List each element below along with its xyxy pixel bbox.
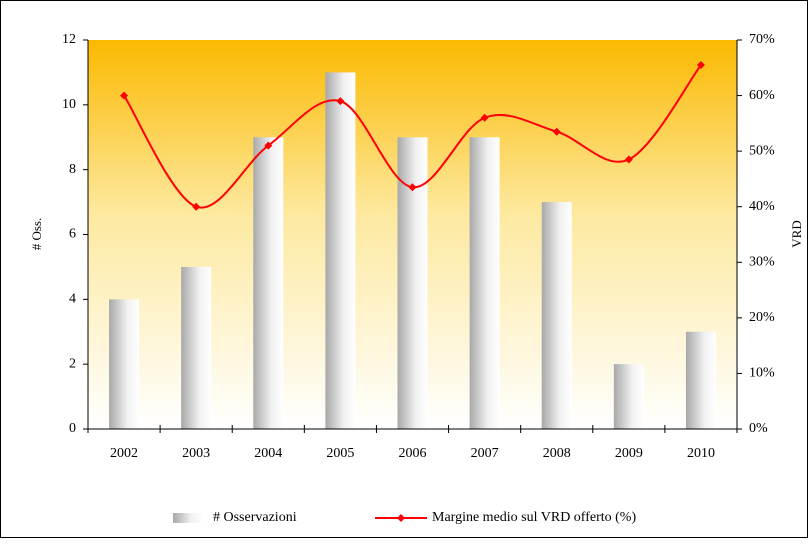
- line-marker: [552, 127, 561, 136]
- legend-swatch: [173, 513, 203, 523]
- y2-tick-label: 0%: [749, 421, 768, 436]
- y2-tick-label: 60%: [749, 88, 775, 103]
- y2-tick-label: 10%: [749, 366, 775, 381]
- legend-label: # Osservazioni: [213, 510, 297, 525]
- x-tick-label: 2007: [471, 446, 499, 461]
- bar: [253, 137, 284, 429]
- bar: [613, 364, 644, 429]
- x-tick-label: 2010: [687, 446, 715, 461]
- line-marker: [336, 97, 345, 106]
- y2-tick-label: 70%: [749, 32, 775, 47]
- line-marker: [480, 113, 489, 122]
- legend-label: Margine medio sul VRD offerto (%): [432, 510, 636, 525]
- x-tick-label: 2003: [182, 446, 210, 461]
- line-series: [123, 64, 702, 209]
- x-tick-label: 2004: [254, 446, 282, 461]
- y-tick-label: 6: [69, 227, 76, 242]
- bar: [469, 137, 500, 429]
- y-axis-label: # Oss.: [29, 218, 44, 251]
- y2-tick-label: 20%: [749, 310, 775, 325]
- y2-tick-label: 50%: [749, 143, 775, 158]
- line-marker: [696, 61, 705, 70]
- x-tick-label: 2006: [399, 446, 427, 461]
- x-tick-label: 2005: [326, 446, 354, 461]
- y-tick-label: 2: [69, 356, 76, 371]
- y-tick-label: 10: [62, 97, 76, 112]
- x-tick-label: 2009: [615, 446, 643, 461]
- line-marker: [264, 141, 273, 150]
- line-marker: [408, 183, 417, 192]
- line-marker: [624, 155, 633, 164]
- y2-axis-label: VRD: [789, 220, 804, 247]
- line-marker: [192, 202, 201, 211]
- bar: [181, 266, 212, 429]
- bar: [109, 299, 140, 429]
- y2-tick-label: 40%: [749, 199, 775, 214]
- bar: [325, 72, 356, 430]
- legend-swatch: [397, 514, 405, 522]
- y-tick-label: 12: [62, 32, 76, 47]
- x-tick-label: 2008: [543, 446, 571, 461]
- y-tick-label: 4: [69, 292, 76, 307]
- y-tick-label: 8: [69, 162, 76, 177]
- y-tick-label: 0: [69, 421, 76, 436]
- y2-tick-label: 30%: [749, 255, 775, 270]
- x-tick-label: 2002: [110, 446, 138, 461]
- bar: [541, 202, 572, 429]
- line-marker: [120, 91, 129, 100]
- bar: [685, 331, 716, 429]
